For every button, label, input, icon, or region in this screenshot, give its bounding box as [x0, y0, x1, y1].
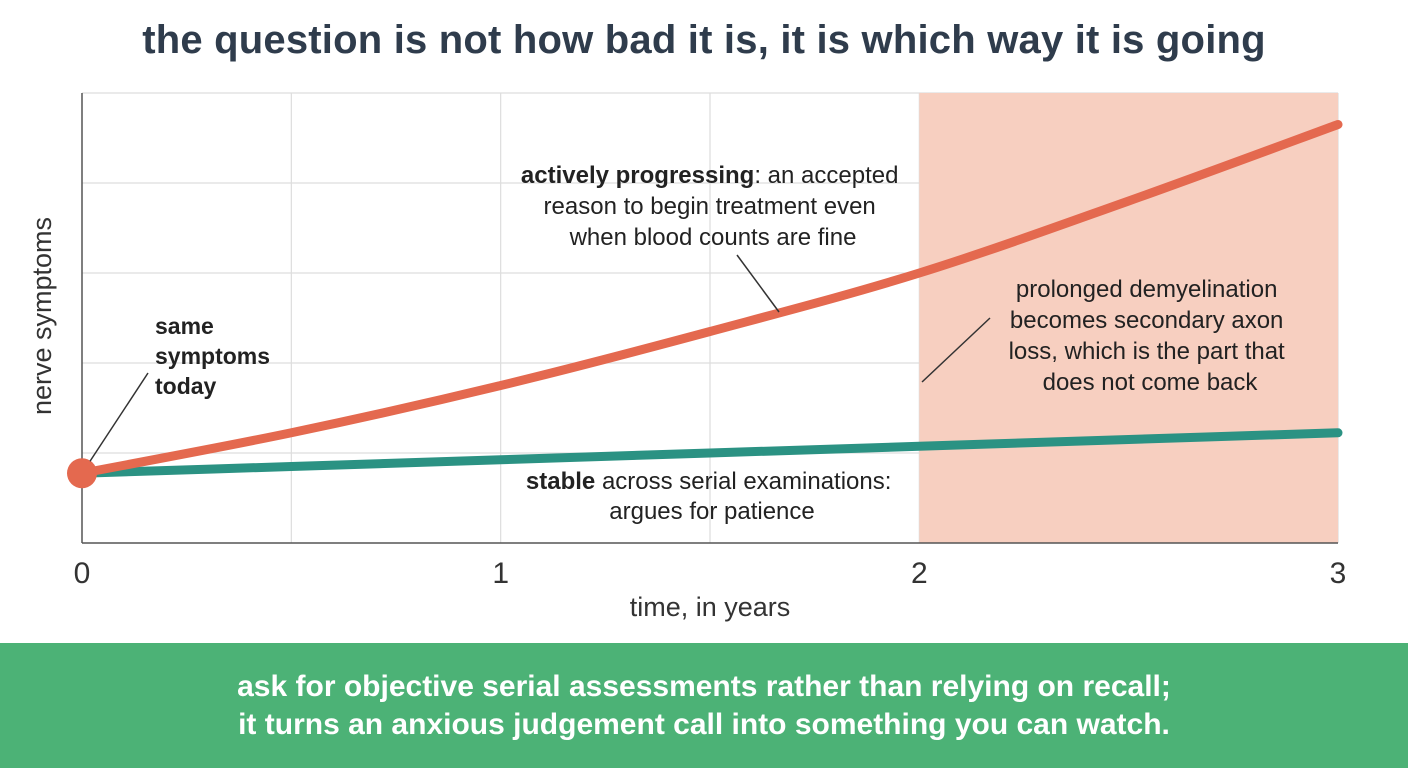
y-axis-label: nerve symptoms: [27, 217, 57, 415]
annotation-stable: stable across serial examinations: argue…: [526, 468, 898, 525]
x-tick-labels: 0 1 2 3: [74, 557, 1347, 590]
x-tick-label: 2: [911, 557, 928, 590]
annotation-region: prolonged demyelination becomes secondar…: [1009, 276, 1292, 396]
annotation-progressing-text: : an accepted: [754, 162, 898, 189]
series-line-progressing: [77, 120, 1343, 478]
annotation-stable-text: across serial examinations:: [595, 468, 891, 495]
annotation-progressing-line: reason to begin treatment even: [544, 193, 876, 220]
x-tick-label: 0: [74, 557, 91, 590]
takeaway-line: it turns an anxious judgement call into …: [238, 707, 1170, 741]
annotation-stable-bold: stable: [526, 468, 595, 495]
takeaway-line: ask for objective serial assessments rat…: [237, 669, 1171, 703]
annotation-stable-line: stable across serial examinations:: [526, 468, 892, 495]
annotation-region-line: does not come back: [1043, 369, 1259, 396]
annotation-region-line: prolonged demyelination: [1016, 276, 1278, 303]
annotation-progressing-line: actively progressing: an accepted: [521, 162, 899, 189]
leader-line-start: [89, 372, 149, 462]
series-line-stable: [77, 428, 1343, 478]
x-tick-label: 1: [492, 557, 509, 590]
takeaway-banner: ask for objective serial assessments rat…: [0, 643, 1408, 768]
annotation-start-line: same: [155, 313, 214, 339]
leader-line-progressing: [736, 254, 780, 313]
annotation-region-line: loss, which is the part that: [1009, 338, 1285, 365]
leader-line-region: [921, 317, 991, 383]
x-tick-label: 3: [1330, 557, 1347, 590]
annotation-progressing-line: when blood counts are fine: [569, 224, 857, 251]
annotation-start-line: today: [155, 373, 217, 399]
start-point-marker: [67, 458, 97, 489]
annotation-start: same symptoms today: [155, 313, 276, 399]
annotation-progressing-bold: actively progressing: [521, 162, 754, 189]
chart-title: the question is not how bad it is, it is…: [142, 18, 1266, 62]
x-axis-label: time, in years: [630, 592, 791, 622]
annotation-region-line: becomes secondary axon: [1010, 307, 1284, 334]
line-chart: 0 1 2 3 time, in years nerve symptoms same …: [27, 92, 1347, 622]
annotation-start-line: symptoms: [155, 343, 270, 369]
annotation-leader-lines: [89, 254, 991, 462]
annotation-stable-line: argues for patience: [609, 498, 814, 525]
annotation-progressing: actively progressing: an accepted reason…: [521, 162, 905, 251]
